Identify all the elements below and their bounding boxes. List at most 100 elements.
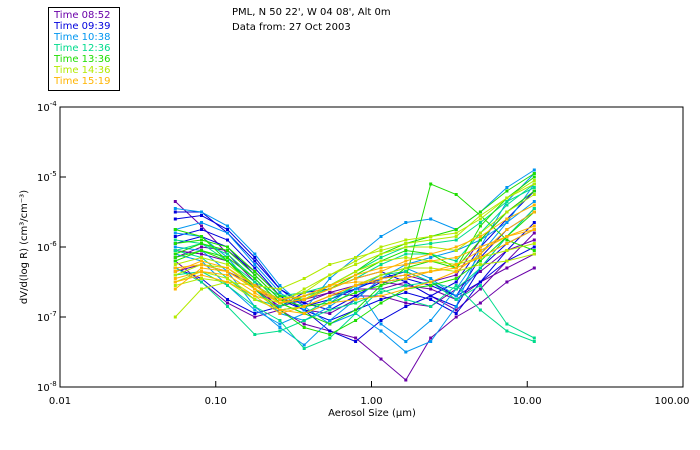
data-point	[505, 249, 509, 252]
data-point	[354, 280, 358, 284]
data-point	[253, 277, 257, 280]
data-point	[278, 312, 282, 315]
data-point	[505, 259, 509, 263]
data-point	[253, 280, 257, 284]
data-point	[302, 319, 306, 322]
data-point	[505, 186, 509, 189]
data-point	[429, 284, 433, 287]
data-point	[173, 263, 177, 266]
data-point	[404, 259, 408, 263]
data-point	[226, 305, 229, 308]
data-point	[379, 249, 383, 252]
data-point	[379, 245, 383, 249]
data-point	[328, 333, 332, 336]
data-point	[302, 287, 306, 291]
data-point	[200, 242, 203, 245]
data-point	[532, 228, 536, 231]
data-point	[379, 287, 383, 291]
data-point	[226, 245, 229, 249]
data-point	[354, 298, 358, 301]
data-point	[532, 203, 536, 207]
data-point	[429, 319, 433, 322]
data-point	[253, 256, 257, 259]
series-1038-13	[173, 182, 536, 343]
data-point	[253, 298, 257, 301]
data-point	[278, 322, 282, 326]
data-point	[379, 235, 383, 238]
x-tick-label: 0.10	[205, 396, 227, 407]
data-point	[379, 294, 383, 298]
data-point	[532, 207, 536, 210]
data-point	[505, 329, 509, 333]
data-point	[173, 280, 177, 284]
data-point	[354, 256, 358, 259]
data-point	[379, 301, 383, 305]
data-point	[429, 287, 433, 291]
data-point	[454, 263, 458, 266]
x-tick-label: 0.01	[49, 396, 71, 407]
data-point	[379, 273, 383, 277]
data-point	[328, 308, 332, 312]
chart-header: PML, N 50 22', W 04 08', Alt 0m Data fro…	[232, 5, 391, 35]
data-point	[200, 280, 203, 284]
data-point	[328, 294, 332, 298]
data-point	[173, 238, 177, 242]
data-point	[532, 336, 536, 340]
data-point	[429, 277, 433, 280]
data-point	[328, 319, 332, 322]
data-point	[302, 305, 306, 308]
data-point	[278, 294, 282, 298]
data-point	[478, 224, 482, 228]
data-point	[302, 326, 306, 329]
data-point	[253, 273, 257, 277]
data-point	[532, 238, 536, 242]
data-point	[404, 277, 408, 280]
data-point	[379, 280, 383, 284]
data-point	[379, 298, 383, 301]
data-point	[253, 284, 257, 287]
data-point	[478, 270, 482, 273]
data-point	[328, 301, 332, 305]
data-point	[478, 214, 482, 217]
data-point	[173, 207, 177, 210]
data-point	[226, 270, 229, 273]
data-point	[454, 315, 458, 319]
axes-layer	[59, 106, 684, 388]
data-point	[173, 252, 177, 256]
data-point	[328, 305, 332, 308]
data-point	[200, 263, 203, 266]
y-tick-label: 10-7	[37, 310, 57, 324]
data-point	[328, 298, 332, 301]
data-point	[173, 235, 177, 238]
data-point	[173, 270, 177, 273]
data-point	[505, 280, 509, 284]
data-point	[505, 203, 509, 207]
data-point	[226, 263, 229, 266]
x-axis: 0.01 0.10 1.00 10.00 100.00	[49, 381, 690, 407]
data-point	[404, 284, 408, 287]
data-point	[404, 305, 408, 308]
data-point	[429, 340, 433, 343]
data-point	[253, 305, 257, 308]
data-point	[404, 266, 408, 270]
data-point	[404, 221, 408, 224]
data-point	[429, 270, 433, 273]
series-layer	[173, 168, 536, 382]
data-point	[478, 235, 482, 238]
data-point	[454, 193, 458, 196]
data-point	[379, 284, 383, 287]
data-point	[429, 242, 433, 245]
data-point	[226, 280, 229, 284]
data-point	[200, 259, 203, 263]
data-point	[379, 266, 383, 270]
legend-item-1038: Time 10:38	[54, 32, 111, 43]
data-point	[253, 270, 257, 273]
data-point	[532, 242, 536, 245]
data-point	[532, 231, 536, 235]
data-point	[200, 245, 203, 249]
data-point	[226, 256, 229, 259]
data-point	[454, 270, 458, 273]
chart-subtitle: Data from: 27 Oct 2003	[232, 22, 351, 33]
data-point	[354, 308, 358, 312]
